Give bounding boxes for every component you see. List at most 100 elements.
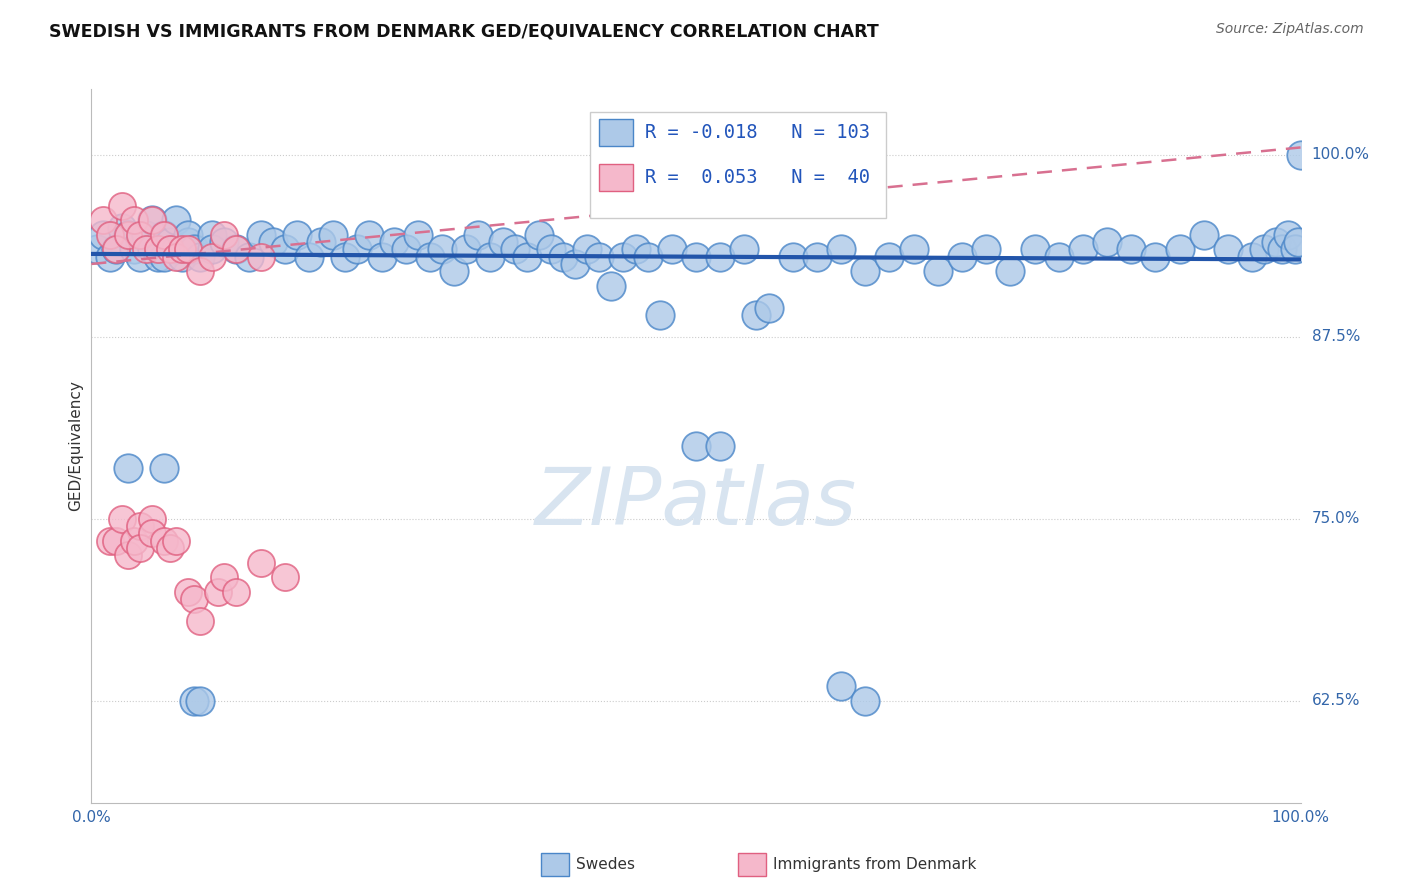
Point [419,250,441,264]
Point [111,199,132,213]
Point [225,243,247,257]
Point [249,250,271,264]
Point [1071,243,1094,257]
Point [104,533,127,548]
Point [540,243,562,257]
Text: 87.5%: 87.5% [1312,329,1360,344]
Point [467,227,489,242]
Point [141,512,163,526]
Point [1284,243,1306,257]
Point [153,250,176,264]
Point [104,243,127,257]
Point [782,250,804,264]
Point [177,243,200,257]
Point [551,250,574,264]
Point [159,235,181,249]
Point [183,694,205,708]
Point [146,250,169,264]
Point [153,460,176,475]
Point [1265,235,1288,249]
Point [165,533,187,548]
Point [285,227,308,242]
Text: Source: ZipAtlas.com: Source: ZipAtlas.com [1216,22,1364,37]
Point [188,614,211,628]
Point [159,541,181,555]
Point [600,278,623,293]
Point [685,439,707,453]
Point [527,227,550,242]
Point [974,243,997,257]
Point [322,227,344,242]
Point [249,556,271,570]
Point [624,243,647,257]
Point [172,250,194,264]
Point [122,533,145,548]
Point [576,243,599,257]
Point [98,533,121,548]
Point [117,227,139,242]
Point [201,227,224,242]
Point [637,250,659,264]
Point [122,213,145,227]
Point [1144,250,1167,264]
Point [309,235,332,249]
Point [141,213,163,227]
Point [745,308,768,322]
Point [661,243,683,257]
Point [188,250,211,264]
Text: Immigrants from Denmark: Immigrants from Denmark [773,857,977,871]
Point [117,548,139,562]
Point [370,250,392,264]
Point [86,243,108,257]
Point [104,243,127,257]
Point [201,243,224,257]
Point [709,439,731,453]
Point [359,227,381,242]
Point [128,519,150,533]
Point [503,243,526,257]
Text: SWEDISH VS IMMIGRANTS FROM DENMARK GED/EQUIVALENCY CORRELATION CHART: SWEDISH VS IMMIGRANTS FROM DENMARK GED/E… [49,22,879,40]
Point [128,541,150,555]
Point [274,243,297,257]
Text: Swedes: Swedes [576,857,636,871]
Point [188,264,211,278]
FancyBboxPatch shape [589,112,886,218]
Point [758,301,780,315]
Point [117,227,139,242]
Point [1095,235,1118,249]
Point [853,264,876,278]
Point [274,570,297,584]
Point [111,220,132,235]
Point [1192,227,1215,242]
Point [153,227,176,242]
Point [201,250,224,264]
Point [117,460,139,475]
Point [214,235,236,249]
Point [588,250,610,264]
Point [709,250,731,264]
Point [830,243,852,257]
Point [207,584,229,599]
Point [153,533,176,548]
Point [491,235,513,249]
Point [733,243,755,257]
Point [93,227,115,242]
Point [165,250,187,264]
Point [1216,243,1239,257]
Point [564,257,586,271]
Point [612,250,634,264]
Point [346,243,368,257]
Point [456,243,478,257]
Point [98,227,121,242]
Text: 75.0%: 75.0% [1312,511,1360,526]
Point [1253,243,1275,257]
Point [238,250,260,264]
Point [135,243,157,257]
Point [1271,243,1294,257]
Y-axis label: GED/Equivalency: GED/Equivalency [67,381,83,511]
Point [1286,235,1309,249]
Point [406,227,429,242]
Point [1047,250,1070,264]
Point [153,227,176,242]
Point [183,591,205,606]
